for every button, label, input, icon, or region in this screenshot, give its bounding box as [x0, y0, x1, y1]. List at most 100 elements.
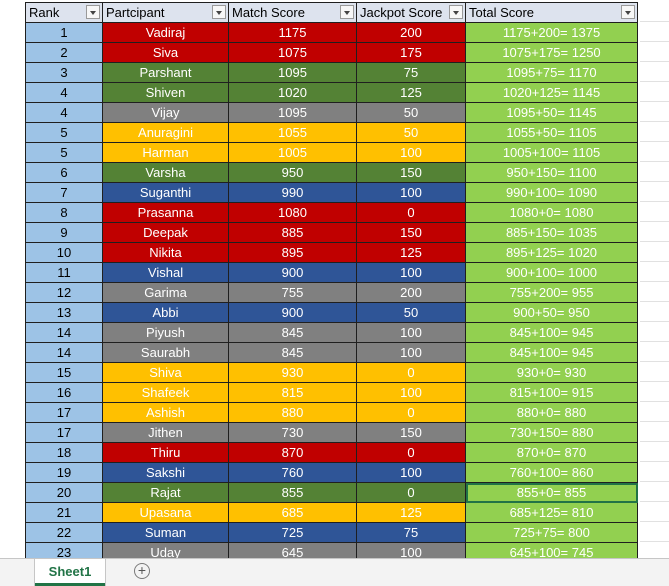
total-score-cell[interactable]: 845+100= 945 — [465, 322, 638, 343]
rank-cell[interactable]: 4 — [25, 82, 103, 103]
jackpot-score-cell[interactable]: 50 — [356, 302, 466, 323]
participant-cell[interactable]: Abbi — [102, 302, 229, 323]
jackpot-score-cell[interactable]: 0 — [356, 482, 466, 503]
jackpot-score-cell[interactable]: 50 — [356, 102, 466, 123]
total-score-cell[interactable]: 1055+50= 1105 — [465, 122, 638, 143]
jackpot-score-cell[interactable]: 125 — [356, 242, 466, 263]
total-score-cell[interactable]: 880+0= 880 — [465, 402, 638, 423]
rank-cell[interactable]: 14 — [25, 322, 103, 343]
rank-cell[interactable]: 23 — [25, 542, 103, 563]
rank-cell[interactable]: 22 — [25, 522, 103, 543]
jackpot-score-cell[interactable]: 150 — [356, 422, 466, 443]
rank-cell[interactable]: 3 — [25, 62, 103, 83]
header-rank[interactable]: Rank — [25, 2, 103, 23]
total-score-cell[interactable]: 1005+100= 1105 — [465, 142, 638, 163]
jackpot-score-cell[interactable]: 100 — [356, 382, 466, 403]
jackpot-score-cell[interactable]: 100 — [356, 342, 466, 363]
total-score-cell[interactable]: 895+125= 1020 — [465, 242, 638, 263]
rank-cell[interactable]: 15 — [25, 362, 103, 383]
jackpot-score-cell[interactable]: 100 — [356, 462, 466, 483]
participant-cell[interactable]: Deepak — [102, 222, 229, 243]
rank-cell[interactable]: 19 — [25, 462, 103, 483]
total-score-cell[interactable]: 870+0= 870 — [465, 442, 638, 463]
rank-cell[interactable]: 17 — [25, 402, 103, 423]
jackpot-score-cell[interactable]: 125 — [356, 502, 466, 523]
header-match-score[interactable]: Match Score — [228, 2, 357, 23]
total-score-cell[interactable]: 990+100= 1090 — [465, 182, 638, 203]
rank-cell[interactable]: 12 — [25, 282, 103, 303]
rank-cell[interactable]: 2 — [25, 42, 103, 63]
header-total-score[interactable]: Total Score — [465, 2, 638, 23]
rank-cell[interactable]: 13 — [25, 302, 103, 323]
jackpot-score-cell[interactable]: 100 — [356, 142, 466, 163]
total-score-cell[interactable]: 885+150= 1035 — [465, 222, 638, 243]
participant-cell[interactable]: Harman — [102, 142, 229, 163]
empty-grid-area[interactable] — [640, 2, 669, 558]
rank-cell[interactable]: 1 — [25, 22, 103, 43]
match-score-cell[interactable]: 950 — [228, 162, 357, 183]
participant-cell[interactable]: Varsha — [102, 162, 229, 183]
match-score-cell[interactable]: 895 — [228, 242, 357, 263]
participant-cell[interactable]: Vishal — [102, 262, 229, 283]
rank-cell[interactable]: 18 — [25, 442, 103, 463]
rank-cell[interactable]: 8 — [25, 202, 103, 223]
jackpot-score-cell[interactable]: 0 — [356, 442, 466, 463]
total-score-cell[interactable]: 900+100= 1000 — [465, 262, 638, 283]
match-score-cell[interactable]: 855 — [228, 482, 357, 503]
total-score-cell[interactable]: 930+0= 930 — [465, 362, 638, 383]
rank-cell[interactable]: 11 — [25, 262, 103, 283]
match-score-cell[interactable]: 930 — [228, 362, 357, 383]
sheet-tab[interactable]: Sheet1 — [35, 559, 105, 586]
jackpot-score-cell[interactable]: 150 — [356, 162, 466, 183]
participant-cell[interactable]: Uday — [102, 542, 229, 563]
jackpot-score-cell[interactable]: 100 — [356, 322, 466, 343]
match-score-cell[interactable]: 1175 — [228, 22, 357, 43]
jackpot-score-cell[interactable]: 0 — [356, 362, 466, 383]
match-score-cell[interactable]: 685 — [228, 502, 357, 523]
participant-cell[interactable]: Thiru — [102, 442, 229, 463]
jackpot-score-cell[interactable]: 150 — [356, 222, 466, 243]
participant-cell[interactable]: Shafeek — [102, 382, 229, 403]
jackpot-score-cell[interactable]: 100 — [356, 182, 466, 203]
header-participant[interactable]: Partcipant — [102, 2, 229, 23]
rank-cell[interactable]: 10 — [25, 242, 103, 263]
match-score-cell[interactable]: 900 — [228, 302, 357, 323]
total-score-cell[interactable]: 730+150= 880 — [465, 422, 638, 443]
rank-cell[interactable]: 4 — [25, 102, 103, 123]
participant-cell[interactable]: Sakshi — [102, 462, 229, 483]
total-score-cell[interactable]: 685+125= 810 — [465, 502, 638, 523]
match-score-cell[interactable]: 730 — [228, 422, 357, 443]
total-score-cell[interactable]: 1175+200= 1375 — [465, 22, 638, 43]
match-score-cell[interactable]: 1095 — [228, 102, 357, 123]
jackpot-score-cell[interactable]: 200 — [356, 282, 466, 303]
total-score-cell[interactable]: 855+0= 855 — [465, 482, 638, 503]
total-score-cell[interactable]: 1080+0= 1080 — [465, 202, 638, 223]
total-score-cell[interactable]: 760+100= 860 — [465, 462, 638, 483]
jackpot-score-cell[interactable]: 100 — [356, 262, 466, 283]
participant-cell[interactable]: Rajat — [102, 482, 229, 503]
rank-cell[interactable]: 21 — [25, 502, 103, 523]
match-score-cell[interactable]: 1055 — [228, 122, 357, 143]
participant-cell[interactable]: Anuragini — [102, 122, 229, 143]
participant-cell[interactable]: Vijay — [102, 102, 229, 123]
match-score-cell[interactable]: 1080 — [228, 202, 357, 223]
match-score-cell[interactable]: 725 — [228, 522, 357, 543]
participant-cell[interactable]: Upasana — [102, 502, 229, 523]
total-score-cell[interactable]: 815+100= 915 — [465, 382, 638, 403]
match-score-cell[interactable]: 885 — [228, 222, 357, 243]
filter-dropdown-icon[interactable] — [86, 5, 100, 19]
match-score-cell[interactable]: 1095 — [228, 62, 357, 83]
match-score-cell[interactable]: 815 — [228, 382, 357, 403]
participant-cell[interactable]: Jithen — [102, 422, 229, 443]
match-score-cell[interactable]: 845 — [228, 342, 357, 363]
total-score-cell[interactable]: 950+150= 1100 — [465, 162, 638, 183]
participant-cell[interactable]: Siva — [102, 42, 229, 63]
total-score-cell[interactable]: 1095+75= 1170 — [465, 62, 638, 83]
match-score-cell[interactable]: 1005 — [228, 142, 357, 163]
participant-cell[interactable]: Nikita — [102, 242, 229, 263]
match-score-cell[interactable]: 990 — [228, 182, 357, 203]
jackpot-score-cell[interactable]: 0 — [356, 202, 466, 223]
match-score-cell[interactable]: 1020 — [228, 82, 357, 103]
rank-cell[interactable]: 17 — [25, 422, 103, 443]
rank-cell[interactable]: 5 — [25, 142, 103, 163]
